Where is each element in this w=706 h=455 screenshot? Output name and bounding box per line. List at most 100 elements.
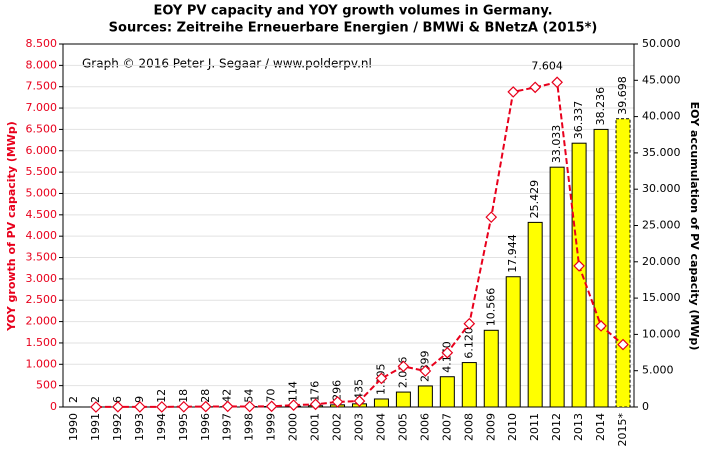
bar-value-label: 36.337 <box>572 101 585 140</box>
chart-title: EOY PV capacity and YOY growth volumes i… <box>153 4 552 19</box>
y2-tick-label: 20.000 <box>642 255 681 268</box>
y-tick-label: 1.500 <box>26 336 58 349</box>
line-marker <box>463 317 476 330</box>
bar <box>593 128 609 408</box>
y-tick-label: 3.000 <box>26 272 58 285</box>
line-marker <box>199 400 212 413</box>
y-tick-label: 8.000 <box>26 58 58 71</box>
line-marker <box>287 399 300 411</box>
y-tick-label: 1.000 <box>26 357 58 370</box>
y2-tick-label: 5.000 <box>642 364 674 377</box>
x-tick-label: 1996 <box>199 413 212 441</box>
line-marker <box>309 398 322 411</box>
x-tick-label: 1992 <box>111 413 124 441</box>
bar-value-label: 28 <box>199 389 212 403</box>
y2-tick-label: 35.000 <box>642 146 681 159</box>
y-tick-label: 2.500 <box>26 293 58 306</box>
line-marker <box>441 346 454 359</box>
y-tick-label: 500 <box>36 379 57 392</box>
line-marker <box>243 400 256 413</box>
bar-value-label: 2 <box>67 396 80 403</box>
y-tick-label: 4.500 <box>26 208 58 221</box>
bar-value-label: 33.033 <box>550 125 563 164</box>
y-tick-label: 0 <box>50 400 57 413</box>
x-tick-label: 2004 <box>374 413 387 441</box>
x-tick-label: 1993 <box>133 413 146 441</box>
bar-value-label: 12 <box>155 389 168 403</box>
y-axis-label: YOY growth of PV capacity (MWp) <box>5 121 18 332</box>
bar <box>615 118 631 408</box>
bar <box>439 376 455 408</box>
line-marker <box>177 400 190 413</box>
line-marker <box>331 396 344 408</box>
x-tick-label: 1997 <box>221 413 234 441</box>
y2-tick-label: 0 <box>642 400 649 413</box>
x-tick-label: 1999 <box>265 413 278 441</box>
y-tick-label: 2.000 <box>26 315 58 328</box>
line-marker <box>507 86 520 98</box>
bar-value-label: 38.236 <box>594 87 607 126</box>
x-tick-label: 1990 <box>67 413 80 441</box>
y2-tick-label: 40.000 <box>642 110 681 123</box>
y2-tick-label: 30.000 <box>642 182 681 195</box>
bar-value-label: 114 <box>287 381 300 402</box>
x-tick-label: 2010 <box>506 413 519 441</box>
bar-value-label: 25.429 <box>528 180 541 219</box>
y-tick-label: 7.000 <box>26 101 58 114</box>
y-tick-label: 8.500 <box>26 37 58 50</box>
bar <box>461 362 477 408</box>
y2-tick-label: 10.000 <box>642 327 681 340</box>
line-marker <box>155 401 168 413</box>
x-tick-label: 2007 <box>440 413 453 441</box>
y2-axis-label: EOY accumulation of PV capacity (MWp) <box>688 102 701 351</box>
line-marker <box>595 320 607 332</box>
y2-tick-label: 15.000 <box>642 291 681 304</box>
bar-value-label: 17.944 <box>506 234 519 273</box>
x-tick-label: 2014 <box>594 413 607 441</box>
line <box>95 81 624 408</box>
line-marker <box>419 365 432 377</box>
line-value-label: 7.604 <box>531 59 563 72</box>
line-marker <box>90 401 102 413</box>
x-tick-label: 2005 <box>396 413 409 441</box>
y-tick-label: 6.500 <box>26 122 58 135</box>
y-tick-label: 6.000 <box>26 144 58 157</box>
y2-tick-label: 50.000 <box>642 37 681 50</box>
bar <box>417 385 433 408</box>
line-marker <box>134 401 146 413</box>
bar-value-label: 9 <box>133 396 146 403</box>
plot-frame <box>62 43 635 408</box>
bar <box>527 221 543 408</box>
y-tick-label: 5.000 <box>26 186 58 199</box>
x-tick-label: 2013 <box>572 413 585 441</box>
x-tick-label: 2012 <box>550 413 563 441</box>
x-tick-label: 2002 <box>331 413 344 441</box>
bar-value-label: 10.566 <box>484 288 497 327</box>
line-marker <box>617 338 629 351</box>
x-tick-label: 1995 <box>177 413 190 441</box>
x-tick-label: 2001 <box>309 413 322 441</box>
bar <box>549 166 565 408</box>
y-tick-label: 5.500 <box>26 165 58 178</box>
x-tick-label: 2015* <box>616 413 629 447</box>
line-marker <box>397 360 410 373</box>
x-tick-label: 2000 <box>287 413 300 441</box>
line-marker <box>375 372 388 385</box>
line-marker <box>265 400 278 413</box>
bar-value-label: 18 <box>177 389 190 403</box>
x-tick-label: 2003 <box>352 413 365 441</box>
bar-value-label: 2 <box>89 396 102 403</box>
line-marker <box>112 400 124 413</box>
x-tick-label: 2006 <box>418 413 431 441</box>
bar-value-label: 296 <box>331 380 344 401</box>
y-tick-label: 3.500 <box>26 251 58 264</box>
bar-value-label: 70 <box>265 388 278 402</box>
bar <box>483 329 499 408</box>
x-tick-label: 2009 <box>484 413 497 441</box>
line-marker <box>221 400 234 413</box>
bar-value-label: 6.120 <box>462 327 475 359</box>
x-tick-label: 2011 <box>528 413 541 441</box>
x-tick-label: 2008 <box>462 413 475 441</box>
line-marker <box>573 260 585 272</box>
